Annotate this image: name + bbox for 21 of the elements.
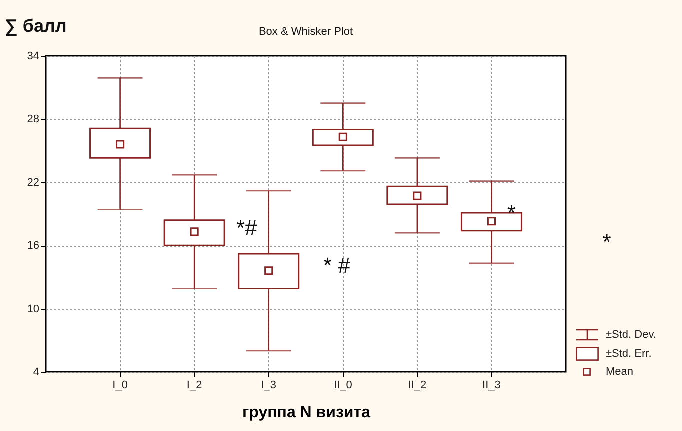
annotation: * # — [324, 253, 352, 278]
annotation: *# — [236, 215, 258, 240]
text: Mean — [606, 366, 634, 378]
y-tick-label: 28 — [27, 114, 40, 126]
y-tick-label: 16 — [27, 240, 40, 252]
text: * — [602, 229, 612, 254]
x-tick-label: II_0 — [334, 380, 352, 392]
x-tick-label: I_3 — [261, 380, 277, 392]
y-tick-label: 10 — [27, 303, 40, 316]
x-axis-title: группа N визита — [242, 404, 371, 422]
x-tick-label: II_2 — [408, 380, 427, 392]
x-tick-label: I_0 — [112, 380, 128, 392]
y-tick-label: 22 — [27, 176, 40, 189]
x-tick-label: II_3 — [482, 380, 501, 392]
y-tick-label: 4 — [33, 366, 40, 378]
text: ±Std. Dev. — [606, 329, 656, 341]
y-tick-label: 34 — [27, 50, 40, 62]
chart-title: Box & Whisker Plot — [258, 26, 354, 38]
text: ±Std. Err. — [606, 348, 652, 360]
y-axis-title: ∑ балл — [5, 16, 67, 36]
x-tick-label: I_2 — [186, 380, 202, 392]
